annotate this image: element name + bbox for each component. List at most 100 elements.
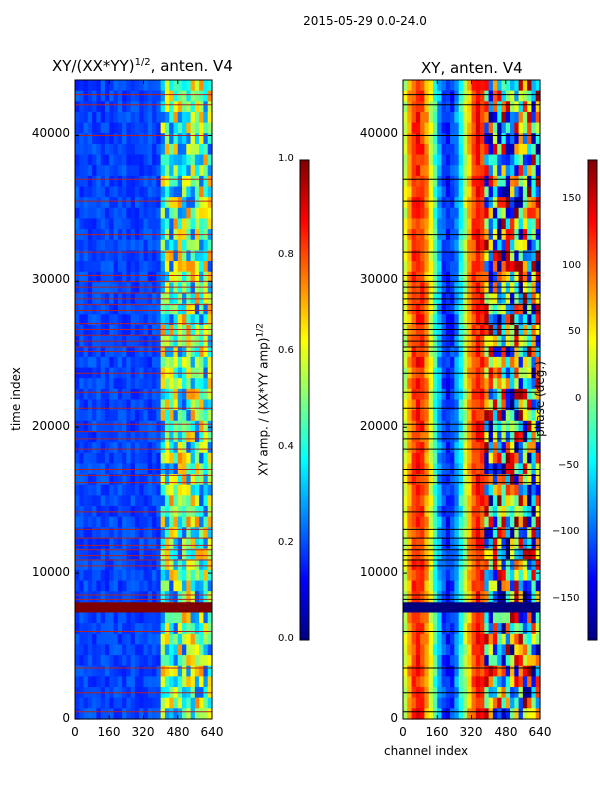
heatmap-cell [428, 356, 434, 369]
heatmap-cell [134, 303, 140, 315]
heatmap-cell [480, 537, 485, 550]
heatmap-cell [454, 708, 460, 720]
heatmap-cell [454, 186, 460, 198]
heatmap-cell [522, 527, 528, 539]
heatmap-cell [186, 165, 192, 177]
heatmap-cell [164, 697, 170, 709]
heatmap-cell [535, 633, 541, 646]
heatmap-cell [535, 303, 541, 315]
heatmap-cell [522, 612, 528, 624]
heatmap-cell [484, 612, 490, 624]
heatmap-cell [432, 186, 438, 198]
heatmap-cell [75, 261, 80, 273]
heatmap-cell [139, 676, 145, 688]
heatmap-cell [169, 527, 175, 539]
heatmap-cell [75, 623, 80, 635]
heatmap-cell [113, 80, 119, 92]
heatmap-cell [100, 665, 106, 677]
heatmap-cell [458, 90, 464, 102]
heatmap-cell [411, 484, 417, 496]
heatmap-cell [492, 569, 498, 582]
heatmap-cell [199, 346, 205, 358]
heatmap-cell [480, 548, 485, 560]
heatmap-cell [505, 261, 511, 273]
heatmap-cell [501, 495, 507, 507]
heatmap-cell [203, 452, 209, 464]
heatmap-cell [432, 399, 438, 411]
heatmap-cell [117, 101, 123, 113]
heatmap-cell [475, 324, 481, 337]
heatmap-cell [109, 410, 115, 422]
heatmap-cell [96, 591, 102, 603]
heatmap-cell [182, 378, 187, 390]
heatmap-cell [428, 154, 434, 166]
heatmap-cell [117, 346, 123, 358]
heatmap-cell [467, 175, 473, 188]
heatmap-cell [96, 218, 102, 230]
heatmap-cell [139, 548, 145, 560]
heatmap-cell [126, 143, 132, 156]
heatmap-cell [143, 655, 149, 667]
heatmap-cell [87, 239, 93, 251]
heatmap-cell [458, 569, 464, 582]
heatmap-cell [160, 261, 166, 273]
heatmap-cell [505, 197, 511, 209]
heatmap-cell [173, 80, 179, 92]
heatmap-cell [75, 452, 80, 464]
heatmap-cell [109, 346, 115, 358]
heatmap-cell [471, 122, 477, 134]
heatmap-cell [514, 207, 520, 220]
heatmap-cell [126, 346, 132, 358]
heatmap-cell [113, 442, 119, 454]
heatmap-cell [514, 591, 520, 603]
heatmap-cell [437, 186, 443, 198]
heatmap-cell [169, 175, 175, 188]
heatmap-cell [441, 676, 447, 688]
heatmap-cell [139, 101, 145, 113]
heatmap-cell [173, 399, 179, 411]
heatmap-cell [177, 420, 183, 433]
heatmap-cell [147, 527, 153, 539]
heatmap-cell [169, 399, 175, 411]
heatmap-cell [186, 378, 192, 390]
heatmap-cell [522, 580, 528, 592]
heatmap-cell [96, 633, 102, 646]
heatmap-cell [75, 516, 80, 528]
heatmap-cell [428, 431, 434, 443]
heatmap-cell [428, 186, 434, 198]
heatmap-cell [428, 633, 434, 646]
heatmap-cell [454, 346, 460, 358]
heatmap-cell [492, 697, 498, 709]
heatmap-cell [92, 186, 98, 198]
heatmap-cell [104, 271, 110, 283]
heatmap-cell [122, 133, 127, 145]
heatmap-cell [160, 612, 166, 624]
heatmap-cell [403, 133, 408, 145]
heatmap-cell [139, 378, 145, 390]
heatmap-cell [527, 239, 533, 251]
heatmap-cell [87, 346, 93, 358]
heatmap-cell [441, 537, 447, 550]
heatmap-cell [458, 261, 464, 273]
heatmap-cell [156, 101, 162, 113]
heatmap-cell [454, 676, 460, 688]
heatmap-cell [75, 665, 80, 677]
heatmap-cell [160, 484, 166, 496]
heatmap-cell [497, 516, 503, 528]
heatmap-cell [100, 655, 106, 667]
heatmap-cell [484, 271, 490, 283]
heatmap-cell [186, 197, 192, 209]
heatmap-cell [450, 90, 455, 102]
heatmap-cell [79, 378, 85, 390]
heatmap-cell [152, 697, 157, 709]
heatmap-cell [428, 303, 434, 315]
heatmap-cell [194, 324, 200, 337]
left-ytick-20000: 20000 [31, 419, 70, 433]
heatmap-cell [445, 420, 451, 433]
heatmap-cell [522, 665, 528, 677]
heatmap-cell [177, 474, 183, 486]
heatmap-cell [415, 708, 421, 720]
heatmap-cell [527, 474, 533, 486]
heatmap-cell [445, 591, 451, 603]
heatmap-cell [173, 346, 179, 358]
